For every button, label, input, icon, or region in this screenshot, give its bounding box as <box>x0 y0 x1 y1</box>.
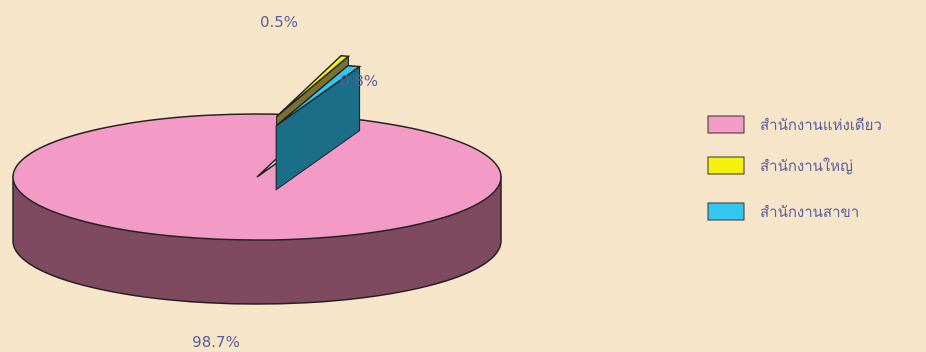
slice-head-office-top <box>276 54 351 118</box>
legend: สำนักงานแห่งเดียว สำนักงานใหญ่ สำนักงานส… <box>707 115 882 221</box>
slice-branch-office-top <box>275 64 362 127</box>
legend-label-single-office: สำนักงานแห่งเดียว <box>760 116 882 134</box>
data-label-single-office: 98.7% <box>192 333 240 351</box>
legend-label-branch-office: สำนักงานสาขา <box>760 203 859 221</box>
legend-swatch-branch-office <box>707 202 745 221</box>
legend-swatch-single-office <box>707 115 745 134</box>
pie-slices <box>12 54 502 305</box>
data-label-head-office: 0.5% <box>260 13 298 31</box>
legend-swatch-head-office <box>707 156 745 175</box>
legend-label-head-office: สำนักงานใหญ่ <box>760 157 853 175</box>
data-label-branch-office: 0.8% <box>340 72 378 90</box>
slice-single-office-top <box>12 113 502 241</box>
